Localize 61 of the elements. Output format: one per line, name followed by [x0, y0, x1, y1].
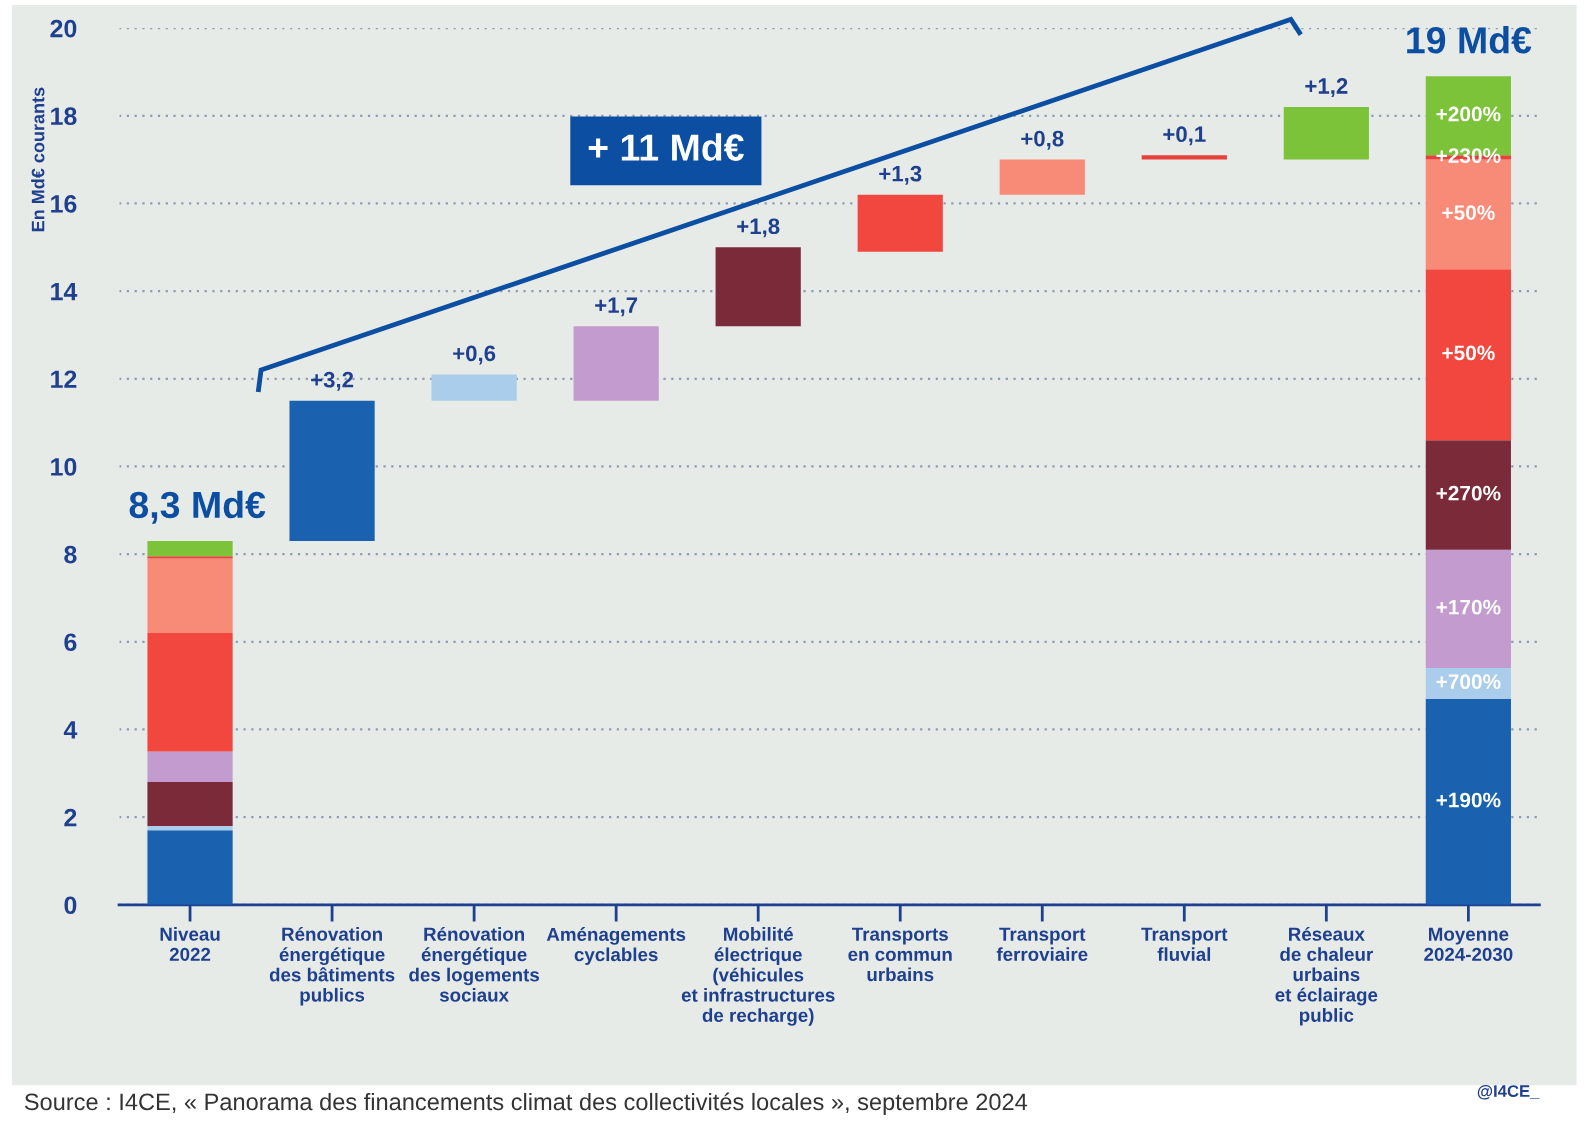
- bar: [573, 326, 659, 401]
- y-tick-label: 10: [51, 458, 77, 476]
- annotation: + 11 Md€: [588, 133, 744, 161]
- x-tick-label: Niveau 2022: [160, 927, 220, 962]
- y-tick-label: 12: [51, 370, 77, 388]
- data-label: +0,6: [453, 345, 496, 365]
- bar: [1425, 698, 1511, 905]
- bar: [147, 558, 233, 634]
- y-tick-label: 0: [64, 896, 77, 915]
- x-tick-label: Rénovation énergétique des bâtiments publics: [269, 926, 395, 1006]
- y-tick-label: 16: [51, 195, 77, 213]
- data-label: +1,7: [595, 297, 638, 317]
- y-tick-label: 14: [51, 282, 78, 301]
- y-tick-label: 8: [64, 545, 77, 564]
- total-label: 8,3 Md€: [129, 490, 266, 524]
- data-label: +3,2: [311, 371, 354, 391]
- data-label: +1,2: [1305, 78, 1348, 98]
- bar: [147, 830, 233, 905]
- data-label: +1,3: [879, 165, 922, 185]
- y-tick-label: 4: [63, 721, 78, 739]
- bar: [1141, 155, 1227, 160]
- bar: [147, 751, 233, 783]
- data-label: +1,8: [737, 218, 780, 238]
- bar: [147, 633, 233, 752]
- x-tick-label: Transport ferroviaire: [996, 927, 1088, 962]
- annotation: +50%: [1442, 345, 1495, 361]
- bar: [289, 400, 375, 541]
- bar: [147, 825, 233, 831]
- bar: [999, 159, 1085, 195]
- annotation: +200%: [1436, 106, 1501, 122]
- annotation: +190%: [1436, 792, 1501, 808]
- bar: [147, 540, 233, 557]
- annotation: +170%: [1436, 599, 1501, 615]
- annotation: +270%: [1436, 485, 1501, 501]
- annotation: +230%: [1436, 148, 1501, 164]
- y-axis-title: En Md€ courants: [31, 87, 45, 232]
- bar: [147, 782, 233, 826]
- total-label: 19 Md€: [1407, 26, 1532, 54]
- y-tick-label: 20: [50, 19, 77, 38]
- bar: [1425, 549, 1511, 669]
- data-label: +0,8: [1021, 130, 1064, 150]
- x-tick-label: Transports en commun urbains: [848, 927, 952, 982]
- annotation: +50%: [1442, 205, 1495, 220]
- text: @I4CE_: [1477, 1085, 1540, 1100]
- bar: [1425, 440, 1511, 550]
- y-tick-label: 18: [51, 107, 77, 126]
- x-tick-label: Réseaux de chaleur urbains et éclairage public: [1275, 926, 1378, 1026]
- bar: [715, 247, 801, 327]
- bar: [857, 194, 943, 252]
- bar: [431, 374, 517, 401]
- y-tick-label: 2: [64, 808, 77, 827]
- x-tick-label: Rénovation énergétique des logements sociaux: [409, 926, 539, 1002]
- bar: [1425, 269, 1511, 441]
- bar: [1283, 107, 1369, 160]
- annotation: +700%: [1436, 674, 1501, 690]
- x-tick-label: Transport fluvial: [1141, 927, 1228, 962]
- source-note: Source : I4CE, « Panorama des financements climat des collectivités locales », septembre 2024: [24, 1092, 1028, 1115]
- data-label: +0,1: [1163, 126, 1206, 146]
- y-tick-label: 6: [64, 633, 77, 652]
- x-tick-label: Moyenne 2024-2030: [1424, 927, 1513, 962]
- bar: [147, 556, 233, 559]
